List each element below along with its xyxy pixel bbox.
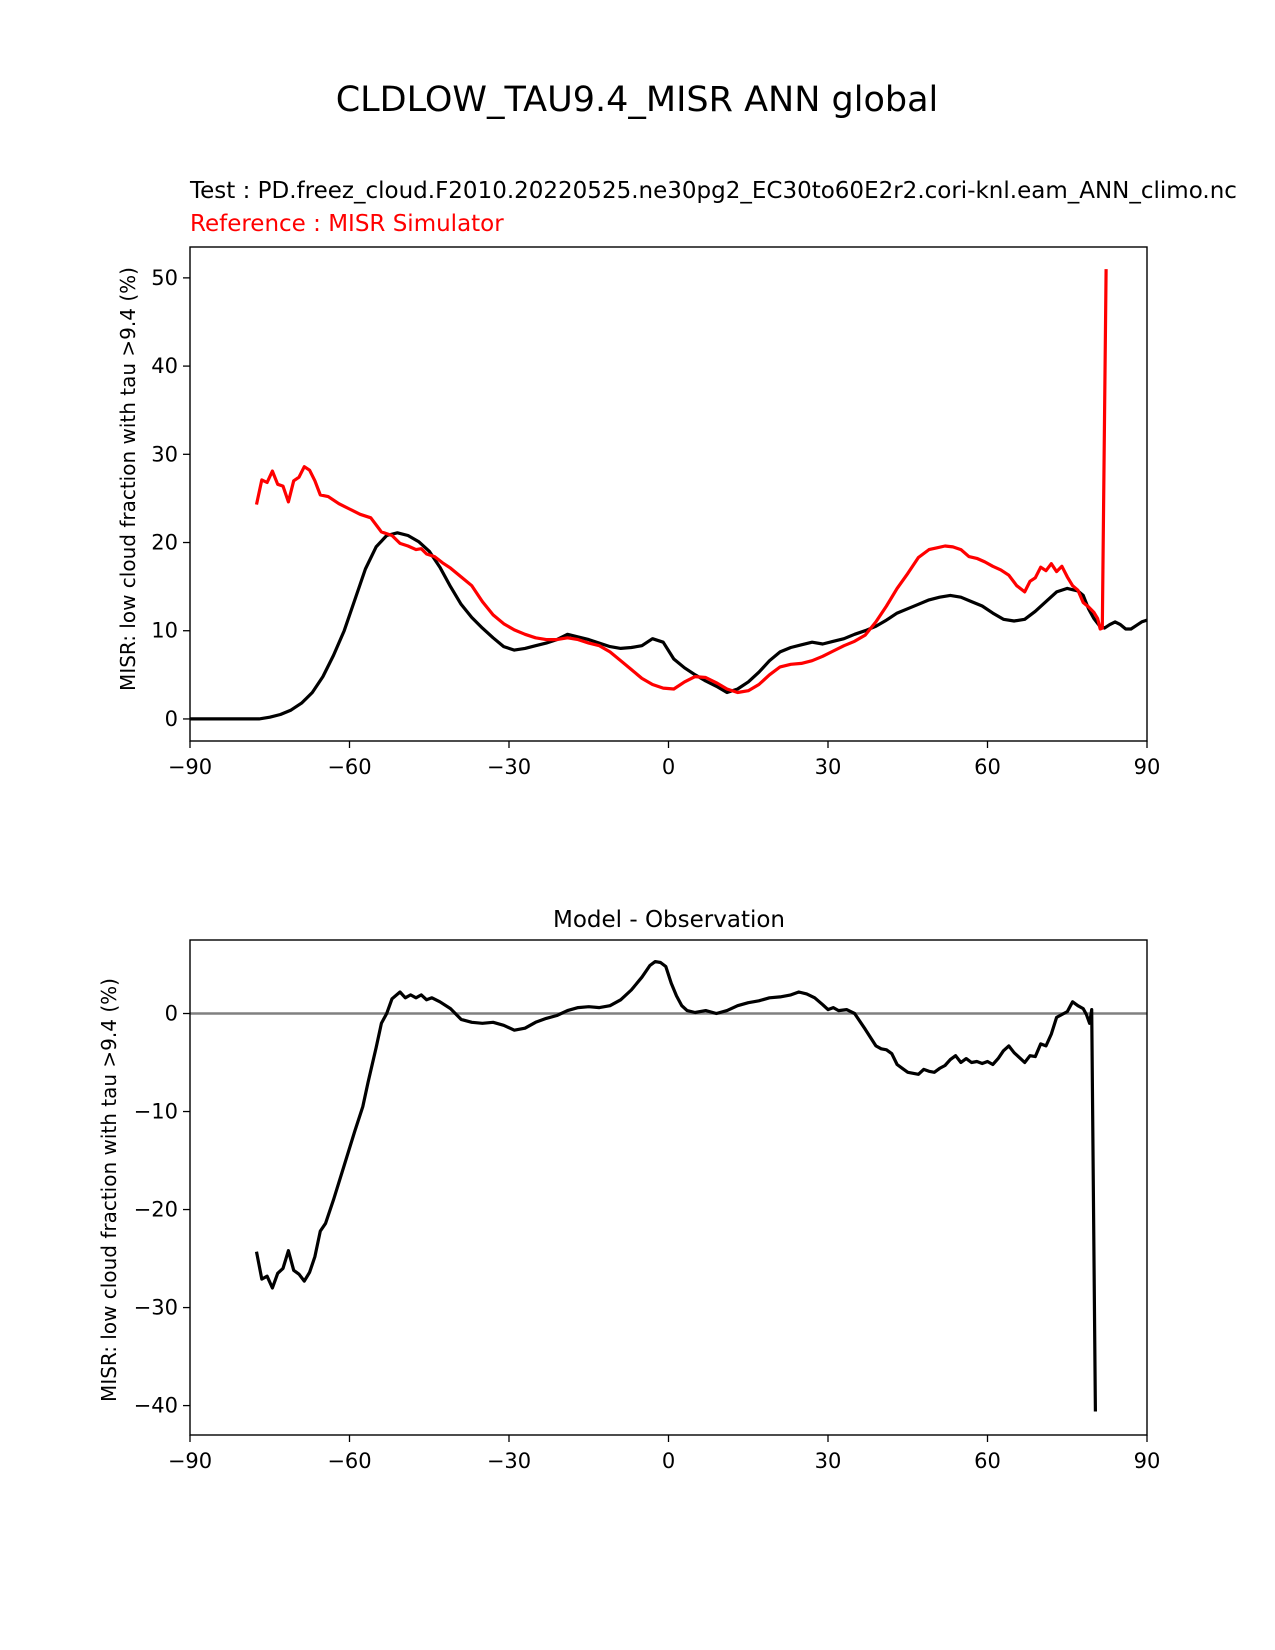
x-tick-label: 60 xyxy=(974,755,1001,779)
y-tick-label: −10 xyxy=(134,1100,178,1124)
bottom-y-axis-label: MISR: low cloud fraction with tau >9.4 (… xyxy=(97,978,121,1402)
x-tick-label: 0 xyxy=(662,1449,675,1473)
y-tick-label: 10 xyxy=(151,619,178,643)
y-tick-label: −30 xyxy=(134,1296,178,1320)
x-tick-label: 90 xyxy=(1134,1449,1161,1473)
series-line-test xyxy=(190,531,1147,721)
bottom-title: Model - Observation xyxy=(553,907,785,933)
top-panel: Test : PD.freez_cloud.F2010.20220525.ne3… xyxy=(116,178,1237,779)
x-tick-label: −90 xyxy=(168,755,212,779)
reference-label: Reference : MISR Simulator xyxy=(190,211,504,237)
x-tick-label: 30 xyxy=(815,1449,842,1473)
x-tick-label: 0 xyxy=(662,755,675,779)
test-label: Test : PD.freez_cloud.F2010.20220525.ne3… xyxy=(189,178,1237,204)
x-tick-label: −90 xyxy=(168,1449,212,1473)
x-tick-label: −30 xyxy=(487,1449,531,1473)
y-tick-label: 0 xyxy=(165,707,178,731)
y-tick-label: 40 xyxy=(151,354,178,378)
x-tick-label: 60 xyxy=(974,1449,1001,1473)
y-tick-label: 20 xyxy=(151,531,178,555)
bottom-panel: Model - Observation MISR: low cloud frac… xyxy=(97,907,1160,1473)
top-plot-area: −90 −60 −30 0 30 60 90 0 10 20 30 40 50 xyxy=(151,246,1161,779)
series-line-model-observation xyxy=(254,960,1097,1412)
plot-frame xyxy=(189,246,1148,742)
y-tick-label: 0 xyxy=(165,1002,178,1026)
bottom-plot-area: −90 −60 −30 0 30 60 90 0 −10 −20 −30 −40 xyxy=(134,939,1161,1473)
x-tick-label: −60 xyxy=(327,755,371,779)
y-tick-label: −20 xyxy=(134,1198,178,1222)
y-tick-label: 50 xyxy=(151,266,178,290)
x-tick-label: 30 xyxy=(815,755,842,779)
y-tick-label: 30 xyxy=(151,442,178,466)
series-line-reference xyxy=(254,269,1108,695)
top-y-axis-label: MISR: low cloud fraction with tau >9.4 (… xyxy=(116,267,140,691)
x-tick-label: −30 xyxy=(487,755,531,779)
x-tick-label: −60 xyxy=(327,1449,371,1473)
x-tick-label: 90 xyxy=(1134,755,1161,779)
y-tick-label: −40 xyxy=(134,1394,178,1418)
figure-title: CLDLOW_TAU9.4_MISR ANN global xyxy=(336,80,939,120)
